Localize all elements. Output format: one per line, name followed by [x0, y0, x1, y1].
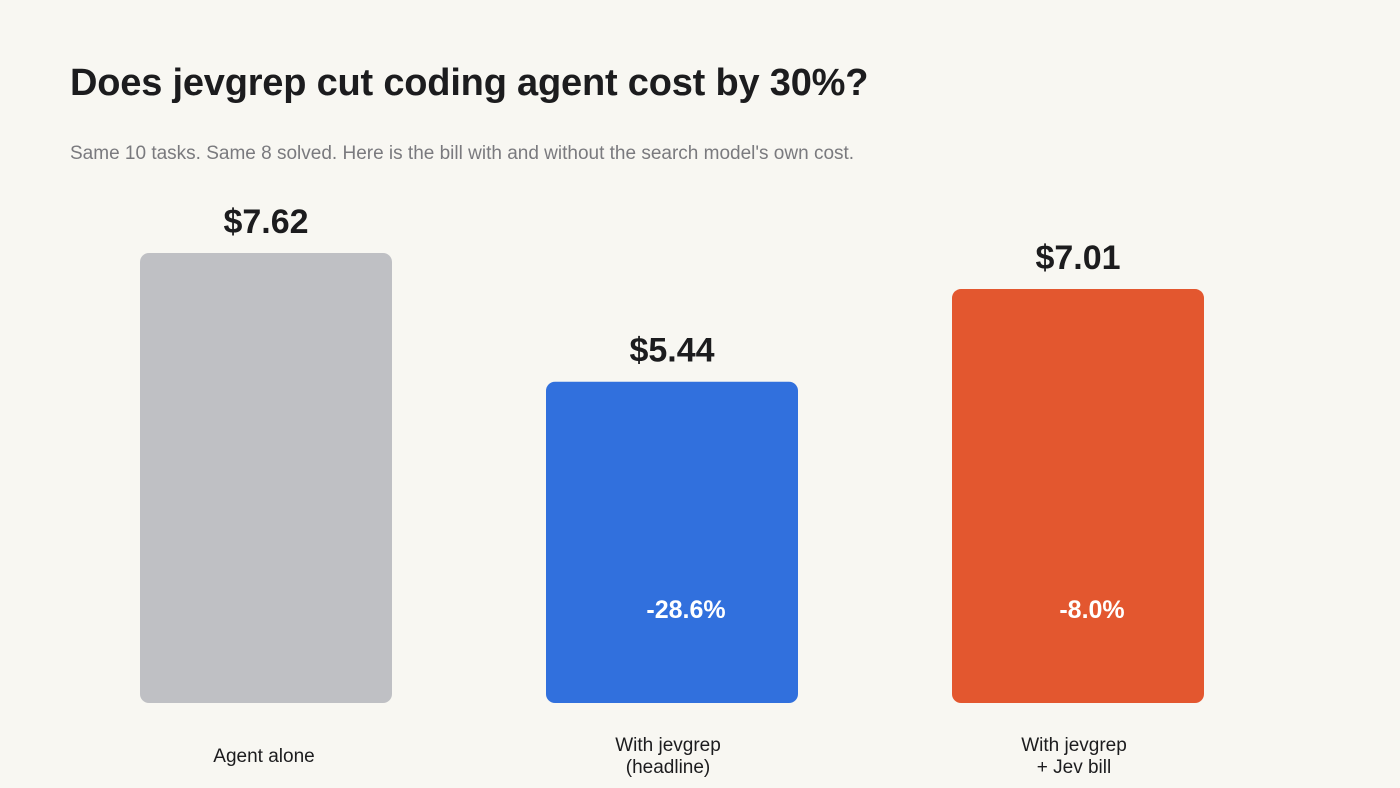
chart-title: Does jevgrep cut coding agent cost by 30…	[70, 62, 869, 104]
value-label-1: $7.62	[223, 203, 308, 241]
bar-1	[140, 253, 392, 703]
category-label-line: With jevgrep	[1021, 735, 1127, 756]
bar-3	[952, 289, 1204, 703]
category-label-3: With jevgrep + Jev bill	[1021, 735, 1127, 778]
bar-2	[546, 381, 798, 703]
value-label-2: $5.44	[629, 332, 714, 370]
category-label-line: + Jev bill	[1037, 757, 1111, 778]
delta-label-3: -8.0%	[1059, 596, 1124, 624]
delta-label-2: -28.6%	[646, 596, 725, 624]
category-label-1: Agent alone	[213, 746, 314, 767]
category-label-line: With jevgrep	[615, 735, 721, 756]
category-label-2: With jevgrep (headline)	[615, 735, 721, 778]
category-label-line: (headline)	[626, 757, 711, 778]
chart-subtitle: Same 10 tasks. Same 8 solved. Here is th…	[70, 143, 855, 164]
category-label-line: Agent alone	[213, 746, 314, 767]
value-label-3: $7.01	[1035, 239, 1120, 277]
